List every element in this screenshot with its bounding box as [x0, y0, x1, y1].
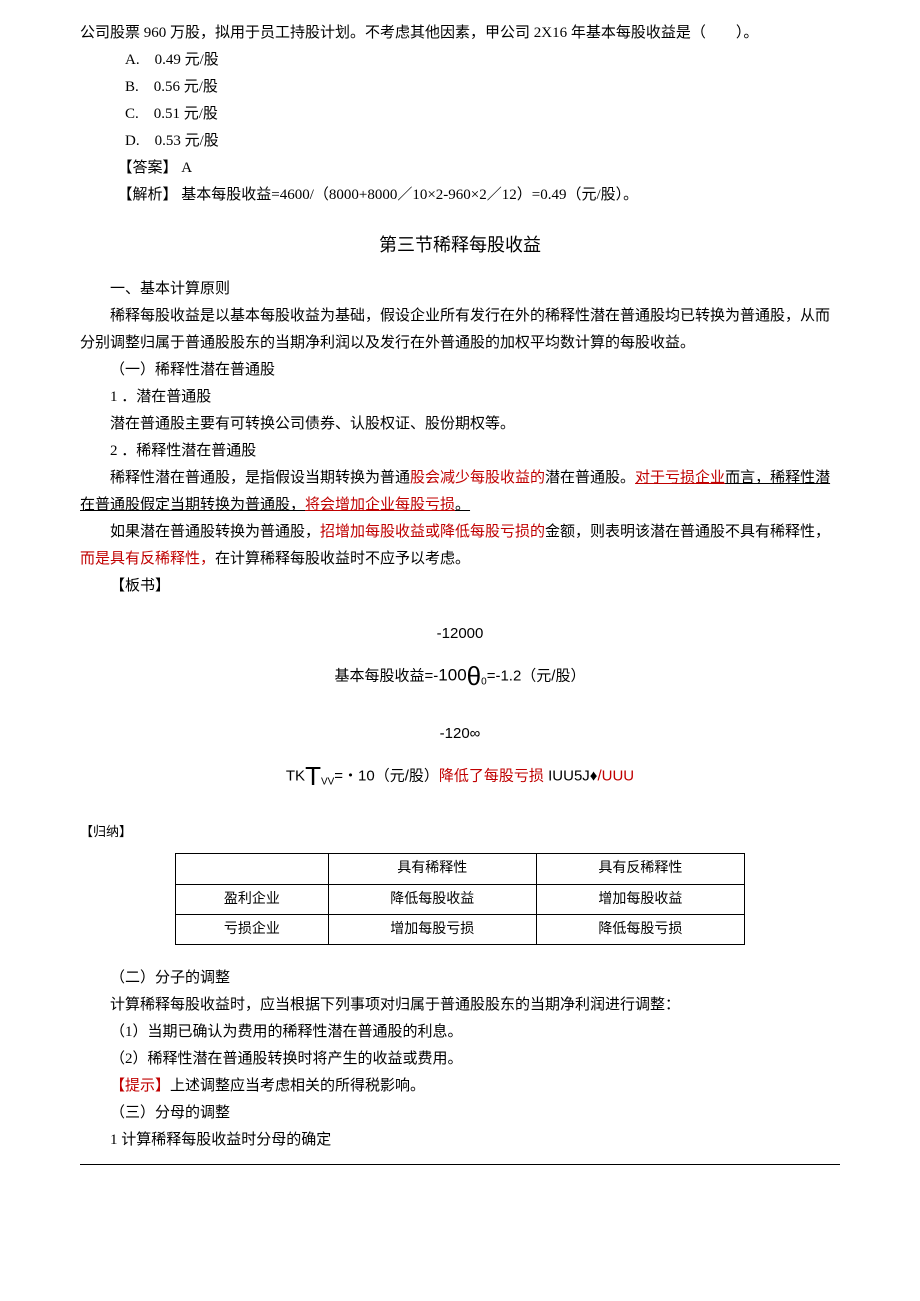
sub-1-1: 1 ．潜在普通股 — [80, 384, 840, 411]
summary-table: 具有稀释性 具有反稀释性 盈利企业 降低每股收益 增加每股收益 亏损企业 增加每… — [175, 853, 745, 945]
option-a: A. 0.49 元/股 — [80, 47, 840, 74]
p2-1: （1）当期已确认为费用的稀释性潜在普通股的利息。 — [80, 1019, 840, 1046]
hint-text: 上述调整应当考虑相关的所得税影响。 — [170, 1078, 425, 1094]
sub-3: （三）分母的调整 — [80, 1100, 840, 1127]
ad-b: 招增加每股收益或降低每股亏损的 — [320, 524, 545, 540]
p3: 1 计算稀释每股收益时分母的确定 — [80, 1127, 840, 1154]
option-c: C. 0.51 元/股 — [80, 101, 840, 128]
f4g: /UUU — [597, 768, 634, 785]
txt-c: 潜在普通股。 — [545, 470, 635, 486]
cell-r1c1: 盈利企业 — [176, 884, 329, 914]
ad-e: 在计算稀释每股收益时不应予以考虑。 — [215, 551, 470, 567]
answer-value: A — [181, 160, 192, 176]
option-b: B. 0.56 元/股 — [80, 74, 840, 101]
f2b: 100 — [438, 666, 466, 685]
txt-d: 对于亏损企业 — [635, 470, 725, 486]
question-stem: 公司股票 960 万股，拟用于员工持股计划。不考虑其他因素，甲公司 2X16 年… — [80, 20, 840, 47]
f4d: =・10（元/股） — [334, 768, 439, 785]
txt-a: 稀释性潜在普通股，是指假设当期转换为普通 — [110, 470, 410, 486]
cell-r2c3: 降低每股亏损 — [536, 914, 744, 944]
hint-line: 【提示】上述调整应当考虑相关的所得税影响。 — [80, 1073, 840, 1100]
f2e: =-1.2（元/股） — [487, 668, 586, 685]
f4a: TK — [286, 768, 305, 785]
cell-h2: 具有稀释性 — [328, 854, 536, 884]
cell-h3: 具有反稀释性 — [536, 854, 744, 884]
hint-label: 【提示】 — [110, 1078, 170, 1094]
f4c: VV — [321, 777, 334, 788]
sub-1: （一）稀释性潜在普通股 — [80, 357, 840, 384]
formula-l3: -120∞ — [80, 720, 840, 747]
ad-d: 而是具有反稀释性， — [80, 551, 215, 567]
f2c: θ — [467, 661, 481, 691]
dilutive-definition: 稀释性潜在普通股，是指假设当期转换为普通股会减少每股收益的潜在普通股。对于亏损企… — [80, 465, 840, 519]
table-row: 盈利企业 降低每股收益 增加每股收益 — [176, 884, 745, 914]
sub-1-2: 2 ．稀释性潜在普通股 — [80, 438, 840, 465]
cell-r1c3: 增加每股收益 — [536, 884, 744, 914]
sub-2: （二）分子的调整 — [80, 965, 840, 992]
formula-l4: TKTVV=・10（元/股）降低了每股亏损 IUU5J♦/UUU — [80, 753, 840, 800]
summarize-label: 【归纳】 — [80, 820, 840, 843]
formula-block-1: -12000 基本每股收益=-100θ0=-1.2（元/股） — [80, 620, 840, 700]
bottom-rule — [80, 1164, 840, 1165]
txt-g: 。 — [455, 497, 470, 513]
cell-r2c2: 增加每股亏损 — [328, 914, 536, 944]
table-row: 具有稀释性 具有反稀释性 — [176, 854, 745, 884]
option-d: D. 0.53 元/股 — [80, 128, 840, 155]
explain-label: 【解析】 — [118, 187, 178, 203]
ad-c: 金额，则表明该潜在普通股不具有稀释性， — [545, 524, 830, 540]
sub-1-1-p: 潜在普通股主要有可转换公司债券、认股权证、股份期权等。 — [80, 411, 840, 438]
txt-b: 股会减少每股收益的 — [410, 470, 545, 486]
explain-line: 【解析】 基本每股收益=4600/（8000+8000／10×2-960×2／1… — [80, 182, 840, 209]
txt-f: 将会增加企业每股亏损 — [305, 497, 455, 513]
p2-2: （2）稀释性潜在普通股转换时将产生的收益或费用。 — [80, 1046, 840, 1073]
board-label: 【板书】 — [80, 573, 840, 600]
answer-line: 【答案】 A — [80, 155, 840, 182]
f2a: 基本每股收益=- — [335, 668, 439, 685]
formula-l2: 基本每股收益=-100θ0=-1.2（元/股） — [80, 653, 840, 700]
para-1: 稀释每股收益是以基本每股收益为基础，假设企业所有发行在外的稀释性潜在普通股均已转… — [80, 303, 840, 357]
cell-r2c1: 亏损企业 — [176, 914, 329, 944]
p2: 计算稀释每股收益时，应当根据下列事项对归属于普通股股东的当期净利润进行调整： — [80, 992, 840, 1019]
explain-text: 基本每股收益=4600/（8000+8000／10×2-960×2／12）=0.… — [181, 187, 638, 203]
f4e: 降低了每股亏损 — [439, 768, 544, 785]
f4b: T — [305, 761, 321, 791]
table-row: 亏损企业 增加每股亏损 降低每股亏损 — [176, 914, 745, 944]
cell-h1 — [176, 854, 329, 884]
f4f: IUU5J♦ — [544, 768, 598, 785]
heading-1: 一、基本计算原则 — [80, 276, 840, 303]
ad-a: 如果潜在普通股转换为普通股， — [110, 524, 320, 540]
formula-block-2: -120∞ TKTVV=・10（元/股）降低了每股亏损 IUU5J♦/UUU — [80, 720, 840, 800]
anti-dilutive-para: 如果潜在普通股转换为普通股，招增加每股收益或降低每股亏损的金额，则表明该潜在普通… — [80, 519, 840, 573]
cell-r1c2: 降低每股收益 — [328, 884, 536, 914]
formula-l1: -12000 — [80, 620, 840, 647]
section-title: 第三节稀释每股收益 — [80, 229, 840, 261]
answer-label: 【答案】 — [118, 160, 178, 176]
